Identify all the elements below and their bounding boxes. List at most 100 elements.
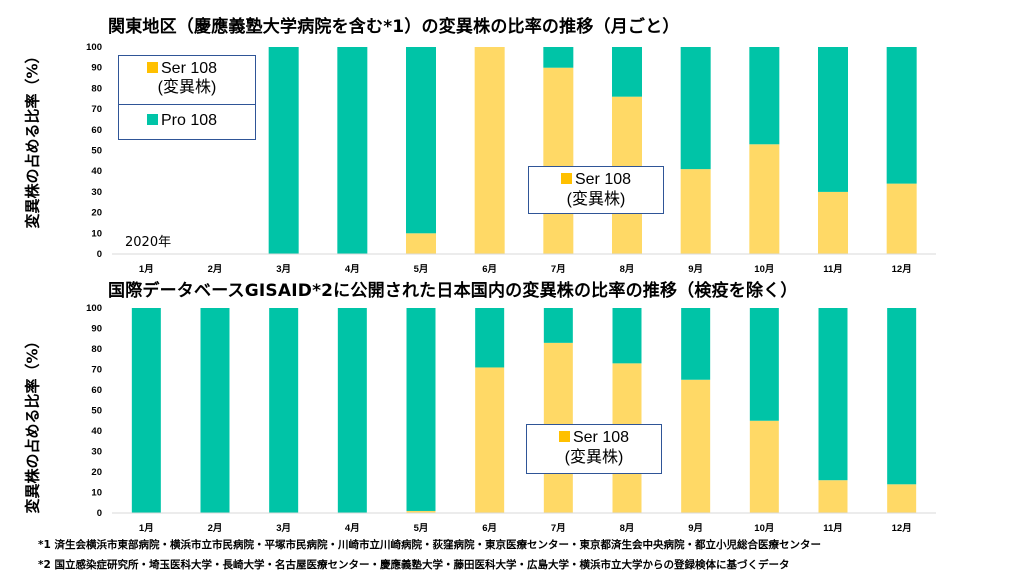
legend-ser108-label: Ser 108 [161,60,218,77]
chart1-ytick-label: 0 [97,249,102,260]
footnote-2: *2 国立感染症研究所・埼玉医科大学・長崎大学・名古屋医療センター・慶應義塾大学… [38,559,790,571]
legend-pro108-label: Pro 108 [161,112,218,129]
chart1-ytick-label: 80 [91,83,102,94]
chart1-annotation-line2: (変異株) [566,191,626,208]
chart1-ytick-label: 70 [91,104,102,115]
chart2-xtick-label: 11月 [823,523,843,534]
chart1-ytick-label: 100 [86,42,102,53]
chart2-annotation-line2: (変異株) [564,449,624,466]
chart2-xtick-label: 3月 [276,523,291,534]
chart1-bar-pro108 [886,47,917,184]
chart2-ytick-label: 90 [91,324,102,335]
chart1-bar-pro108 [337,47,368,254]
chart1-year-label: 2020年 [125,235,172,250]
chart2-ytick-label: 70 [91,365,102,376]
chart2-ytick-label: 50 [91,406,102,417]
chart1-ytick-label: 90 [91,63,102,74]
chart1-xtick-label: 11月 [823,264,843,275]
chart1-xtick-label: 7月 [551,264,566,275]
chart1-xtick-label: 6月 [482,264,497,275]
chart1-bar-pro108 [680,47,711,170]
chart2-xtick-label: 2月 [208,523,223,534]
chart2-bar-pro108 [818,308,848,481]
chart2-bar-pro108 [475,308,505,368]
chart1-bar-pro108 [749,47,780,145]
legend-item-ser108: Ser 108 (変異株) [119,60,255,105]
chart2-xtick-label: 7月 [551,523,566,534]
chart1-annotation-line1: Ser 108 [574,171,632,188]
chart2-bar-pro108 [543,308,573,343]
pro108-swatch [147,114,158,125]
chart1-xtick-label: 2月 [208,264,223,275]
chart1-bar-pro108 [406,47,436,234]
annotation-swatch [560,173,572,184]
chart2-bar-ser108 [475,367,505,513]
chart1-xtick-label: 12月 [892,264,912,275]
chart1-ytick-label: 40 [91,166,102,177]
chart2-ytick-label: 40 [91,426,102,437]
chart2-xtick-label: 10月 [754,523,774,534]
chart2-ytick-label: 100 [86,303,102,314]
chart2-bar-pro108 [269,308,299,513]
chart2-bar-pro108 [406,308,436,511]
chart2-ytick-label: 30 [91,447,102,458]
chart1-bar-ser108 [543,67,574,254]
chart2-xtick-label: 9月 [688,523,703,534]
footnote-1: *1 済生会横浜市東部病院・横浜市立市民病院・平塚市民病院・川崎市立川崎病院・荻… [38,539,821,551]
chart1-ytick-label: 30 [91,187,102,198]
chart2-ytick-label: 80 [91,344,102,355]
chart2-bar-pro108 [612,308,642,364]
chart1-ytick-label: 60 [91,125,102,136]
chart2-xtick-label: 8月 [620,523,635,534]
ser108-swatch [147,62,158,73]
chart2-bar-ser108 [818,480,848,513]
chart2-xtick-label: 1月 [139,523,154,534]
chart2-ytick-label: 20 [91,467,102,478]
chart2-title: 国際データベースGISAID*2に公開された日本国内の変異株の比率の推移（検疫を… [108,281,798,301]
legend-item-pro108: Pro 108 [119,110,255,136]
chart2-xtick-label: 6月 [482,523,497,534]
chart1-annotation: Ser 108 (変異株) [528,166,664,214]
chart1-bar-pro108 [268,47,299,254]
chart2-annotation: Ser 108 (変異株) [526,424,662,474]
legend-ser108-sublabel: (変異株) [157,79,217,96]
chart1-bar-pro108 [612,47,642,97]
chart2-annotation-line1: Ser 108 [572,429,630,446]
chart2-bar-pro108 [681,308,711,380]
chart1-xtick-label: 1月 [139,264,154,275]
chart1-xtick-label: 10月 [754,264,774,275]
chart2-bar-pro108 [131,308,161,513]
chart2-bar-ser108 [681,379,711,513]
chart2-bar-ser108 [406,510,436,513]
chart2-ytick-label: 10 [91,488,102,499]
chart2-bar-ser108 [749,420,779,513]
chart2-bar-pro108 [887,308,917,485]
chart1-bar-ser108 [474,47,505,254]
chart1-xtick-label: 3月 [276,264,291,275]
chart1-bar-ser108 [818,191,848,254]
chart2-xtick-label: 4月 [345,523,360,534]
chart1-ytick-label: 20 [91,208,102,219]
chart1-xtick-label: 4月 [345,264,360,275]
chart1-xtick-label: 9月 [688,264,703,275]
chart1-bar-ser108 [886,183,917,254]
chart1-xtick-label: 5月 [414,264,429,275]
chart2-bar-pro108 [200,308,230,513]
chart1-ytick-label: 10 [91,228,102,239]
annotation-swatch [558,431,570,442]
chart1-bar-ser108 [749,144,780,254]
chart2-bar-pro108 [337,308,367,513]
chart1-xtick-label: 8月 [620,264,635,275]
chart2-ytick-label: 60 [91,385,102,396]
chart1-bar-pro108 [818,47,848,192]
chart2-xtick-label: 5月 [414,523,429,534]
chart2-xtick-label: 12月 [892,523,912,534]
chart1-bar-ser108 [406,233,436,254]
chart1-title: 関東地区（慶應義塾大学病院を含む*1）の変異株の比率の推移（月ごと） [108,17,680,37]
chart1-ytick-label: 50 [91,146,102,157]
chart2-bar-ser108 [887,484,917,513]
chart1-legend: Ser 108 (変異株) Pro 108 [118,55,256,140]
chart1-bar-ser108 [680,169,711,254]
